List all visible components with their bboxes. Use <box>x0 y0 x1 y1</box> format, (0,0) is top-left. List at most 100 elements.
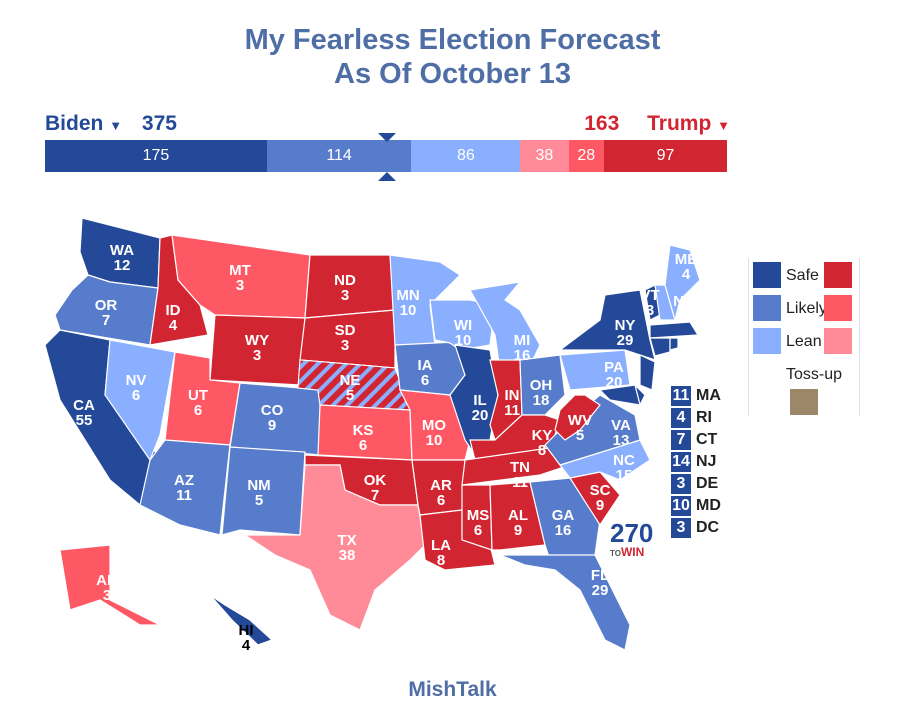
state-pa[interactable] <box>559 349 631 391</box>
state-label-abbr: HI <box>239 622 254 639</box>
state-label-ev: 11 <box>504 402 520 419</box>
state-label-ev: 29 <box>592 582 609 599</box>
small-state-ev: 11 <box>671 386 691 406</box>
state-label-abbr: WY <box>245 332 269 349</box>
biden-header[interactable]: Biden ▼ 375 <box>45 112 177 136</box>
state-oh[interactable] <box>519 354 566 416</box>
state-label-ev: 6 <box>421 372 429 389</box>
biden-total: 375 <box>141 112 177 135</box>
legend-safe-r-swatch[interactable] <box>824 262 852 288</box>
small-state-dc[interactable]: 3 DC <box>671 518 719 538</box>
state-label-abbr: ID <box>166 302 181 319</box>
state-co[interactable] <box>229 382 326 456</box>
small-state-de[interactable]: 3 DE <box>671 474 718 494</box>
state-label-ev: 7 <box>102 312 110 329</box>
state-label-ev: 3 <box>253 347 261 364</box>
state-label-abbr: LA <box>431 537 451 554</box>
state-label-abbr: TX <box>337 532 356 549</box>
state-label-abbr: VA <box>611 417 631 434</box>
state-label-abbr: SC <box>590 482 611 499</box>
state-ct[interactable] <box>649 337 671 357</box>
state-label-abbr: NM <box>247 477 270 494</box>
small-state-abbr: DC <box>696 519 720 536</box>
legend-likely-d-swatch[interactable] <box>753 295 781 321</box>
state-md[interactable] <box>598 384 641 406</box>
small-state-md[interactable]: 10 MD <box>671 496 721 516</box>
state-label-ev: 16 <box>514 347 531 364</box>
state-label-ev: 11 <box>176 487 192 504</box>
state-label-abbr: IA <box>418 357 433 374</box>
legend-likely-r-swatch[interactable] <box>824 295 852 321</box>
state-label-abbr: IL <box>473 392 486 409</box>
state-me[interactable] <box>664 244 701 323</box>
state-al[interactable] <box>489 481 546 551</box>
state-label-ev: 8 <box>437 552 445 569</box>
state-label-abbr: NC <box>613 452 635 469</box>
state-label-abbr: ND <box>334 272 356 289</box>
state-label-ev: 6 <box>437 492 445 509</box>
caret-down-icon[interactable]: ▼ <box>717 118 730 133</box>
state-label-abbr: AZ <box>174 472 194 489</box>
legend-tossup-swatch[interactable] <box>790 389 818 415</box>
small-state-ma[interactable]: 11 MA <box>671 386 721 406</box>
logo-win: WIN <box>620 545 645 559</box>
small-state-ri[interactable]: 4 RI <box>671 408 712 428</box>
small-state-abbr: CT <box>696 431 718 448</box>
state-label-ev: 55 <box>76 412 93 429</box>
small-state-ev: 14 <box>671 452 691 472</box>
state-label-abbr: CO <box>261 402 284 419</box>
legend-tossup-label: Toss-up <box>786 366 843 383</box>
state-ak[interactable] <box>59 544 161 626</box>
state-label-ev: 8 <box>538 442 546 459</box>
state-nv[interactable] <box>104 339 176 462</box>
state-hi[interactable] <box>209 594 274 646</box>
caret-down-icon[interactable]: ▼ <box>109 118 123 133</box>
state-nm[interactable] <box>221 446 306 536</box>
state-mi[interactable] <box>469 281 541 371</box>
state-label-ev: 10 <box>400 302 417 319</box>
state-label-ev: 5 <box>576 427 584 444</box>
small-state-ev: 10 <box>671 496 691 516</box>
state-label-abbr: KY <box>532 427 553 444</box>
state-label-ev: 9 <box>514 522 522 539</box>
state-ri[interactable] <box>669 337 679 351</box>
small-state-abbr: MD <box>696 497 721 514</box>
electoral-vote-bar: 175 114 86 38 28 97 <box>45 140 727 172</box>
state-label-ev: 3 <box>341 337 349 354</box>
state-ma[interactable] <box>649 321 700 339</box>
state-label-ev: 9 <box>596 497 604 514</box>
state-label-abbr: TN <box>510 459 530 476</box>
state-label-abbr: AR <box>430 477 452 494</box>
state-label-abbr: NH <box>673 293 695 310</box>
state-tx[interactable] <box>243 464 426 631</box>
trump-header[interactable]: 163 Trump ▼ <box>584 112 730 136</box>
state-label-abbr: IN <box>505 387 520 404</box>
state-label-abbr: OR <box>95 297 118 314</box>
state-label-ev: 29 <box>617 332 634 349</box>
trump-name[interactable]: Trump <box>647 112 712 135</box>
logo-number: 270 <box>610 518 654 548</box>
state-label-ev: 12 <box>114 257 131 274</box>
state-label-abbr: CA <box>73 397 95 414</box>
biden-name[interactable]: Biden <box>45 112 104 135</box>
state-nj[interactable] <box>639 354 656 391</box>
state-ms[interactable] <box>461 484 493 551</box>
state-label-ev: 7 <box>371 487 379 504</box>
legend-lean-d-swatch[interactable] <box>753 328 781 354</box>
state-label-abbr: NE <box>340 372 361 389</box>
state-label-abbr: AK <box>96 572 118 589</box>
state-label-abbr: OK <box>364 472 387 489</box>
state-label-ev: 3 <box>646 302 654 319</box>
legend-lean-r-swatch[interactable] <box>824 328 852 354</box>
bar-segment-likely-d: 114 <box>266 140 412 172</box>
state-or[interactable] <box>54 274 159 346</box>
small-state-nj[interactable]: 14 NJ <box>671 452 716 472</box>
state-label-abbr: FL <box>591 567 609 584</box>
small-state-ct[interactable]: 7 CT <box>671 430 717 450</box>
state-fl[interactable] <box>499 554 631 651</box>
state-wv[interactable] <box>554 394 601 441</box>
state-label-ev: 11 <box>512 474 528 491</box>
bar-segment-lean-d: 86 <box>411 140 521 172</box>
legend-safe-d-swatch[interactable] <box>753 262 781 288</box>
